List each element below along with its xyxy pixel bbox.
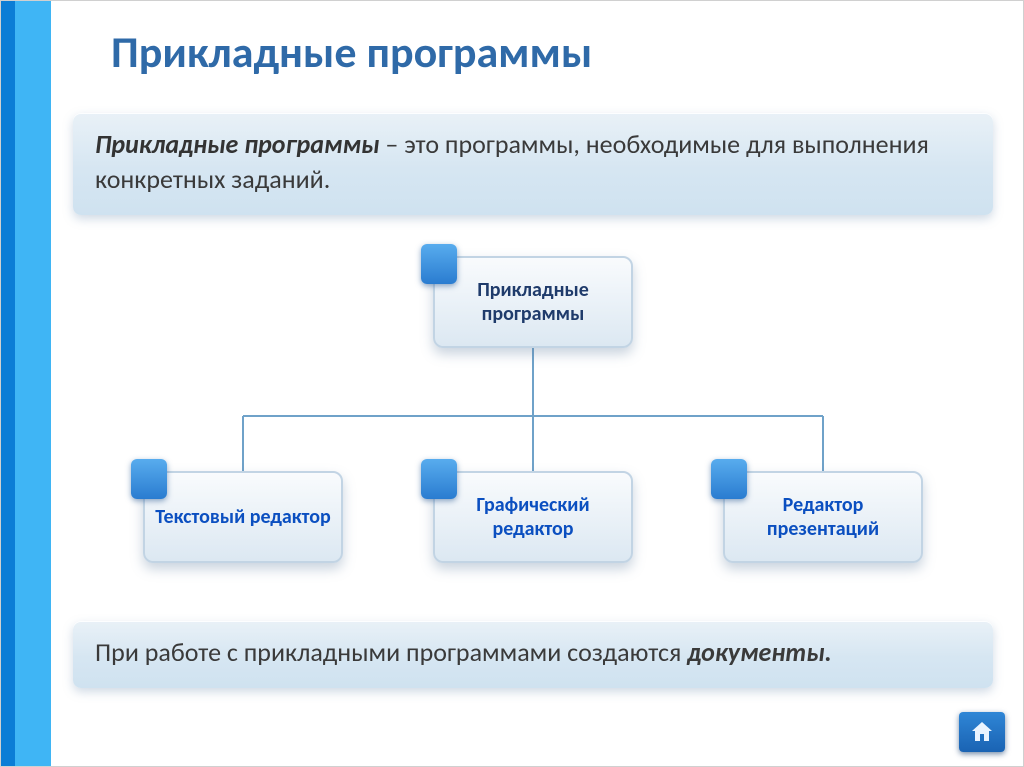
definition-term: Прикладные программы [95, 128, 380, 160]
node-child-2: Редактор презентаций [723, 471, 923, 563]
node-child-label: Редактор презентаций [725, 493, 921, 541]
node-child-label: Текстовый редактор [155, 505, 331, 529]
left-stripe-inner [15, 1, 51, 766]
node-root-label: Прикладные программы [435, 278, 631, 326]
node-child-0: Текстовый редактор [143, 471, 343, 563]
slide: Прикладные программы Прикладные программ… [0, 0, 1024, 767]
note-text: При работе с прикладными программами соз… [95, 636, 687, 668]
node-tab-icon [711, 459, 747, 499]
node-tab-icon [131, 459, 167, 499]
slide-title: Прикладные программы [111, 25, 592, 79]
node-root: Прикладные программы [433, 256, 633, 348]
node-child-1: Графический редактор [433, 471, 633, 563]
node-tab-icon [421, 244, 457, 284]
home-icon [970, 721, 994, 743]
note-bold: документы. [687, 636, 831, 668]
note-box: При работе с прикладными программами соз… [73, 621, 993, 688]
home-button[interactable] [959, 712, 1005, 752]
node-tab-icon [421, 459, 457, 499]
definition-box: Прикладные программы – это программы, не… [73, 113, 993, 215]
hierarchy-diagram: Прикладные программы Текстовый редактор … [73, 246, 993, 606]
node-child-label: Графический редактор [435, 493, 631, 541]
